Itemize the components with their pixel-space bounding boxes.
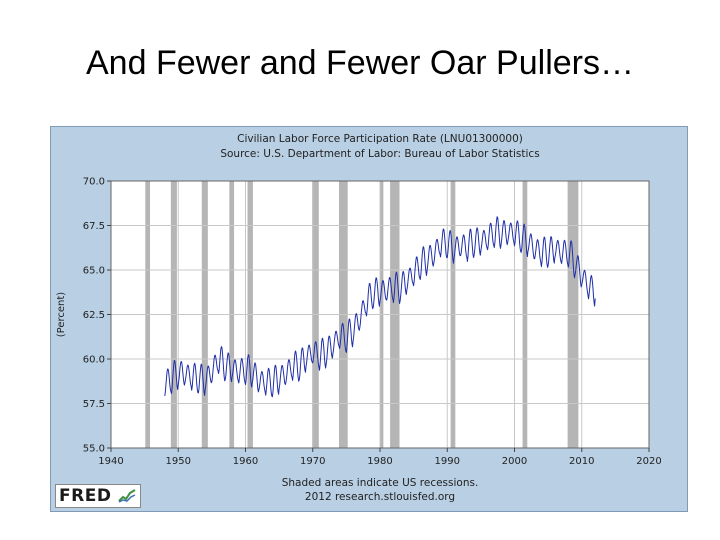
x-tick-label: 1990 <box>435 456 460 467</box>
fred-logo-text: FRED <box>59 486 112 506</box>
y-tick-label: 70.0 <box>83 177 105 188</box>
data-series-line <box>164 216 596 398</box>
slide-title: And Fewer and Fewer Oar Pullers… <box>86 44 634 82</box>
y-tick-label: 62.5 <box>83 310 105 321</box>
chart-footer-source: 2012 research.stlouisfed.org <box>305 491 455 503</box>
x-tick-label: 1980 <box>367 456 392 467</box>
x-tick-label: 2020 <box>636 456 661 467</box>
y-tick-label: 67.5 <box>83 221 105 232</box>
chart-title: Civilian Labor Force Participation Rate … <box>237 133 523 145</box>
y-axis-label: (Percent) <box>56 292 67 338</box>
y-tick-label: 65.0 <box>83 266 105 277</box>
x-tick-label: 2000 <box>502 456 527 467</box>
chart-panel: Civilian Labor Force Participation Rate … <box>50 126 688 512</box>
x-tick-label: 1960 <box>233 456 258 467</box>
chart-footer-note: Shaded areas indicate US recessions. <box>282 477 479 489</box>
chart-subtitle: Source: U.S. Department of Labor: Bureau… <box>220 148 539 160</box>
x-tick-label: 1970 <box>300 456 325 467</box>
x-tick-label: 1950 <box>166 456 191 467</box>
y-tick-label: 57.5 <box>83 399 105 410</box>
fred-logo: FRED <box>55 484 141 508</box>
y-tick-label: 55.0 <box>83 444 105 455</box>
graph-icon <box>118 489 136 503</box>
x-tick-label: 1940 <box>98 456 123 467</box>
chart-svg: Civilian Labor Force Participation Rate … <box>56 133 662 503</box>
y-tick-label: 60.0 <box>83 355 105 366</box>
x-tick-label: 2010 <box>569 456 594 467</box>
